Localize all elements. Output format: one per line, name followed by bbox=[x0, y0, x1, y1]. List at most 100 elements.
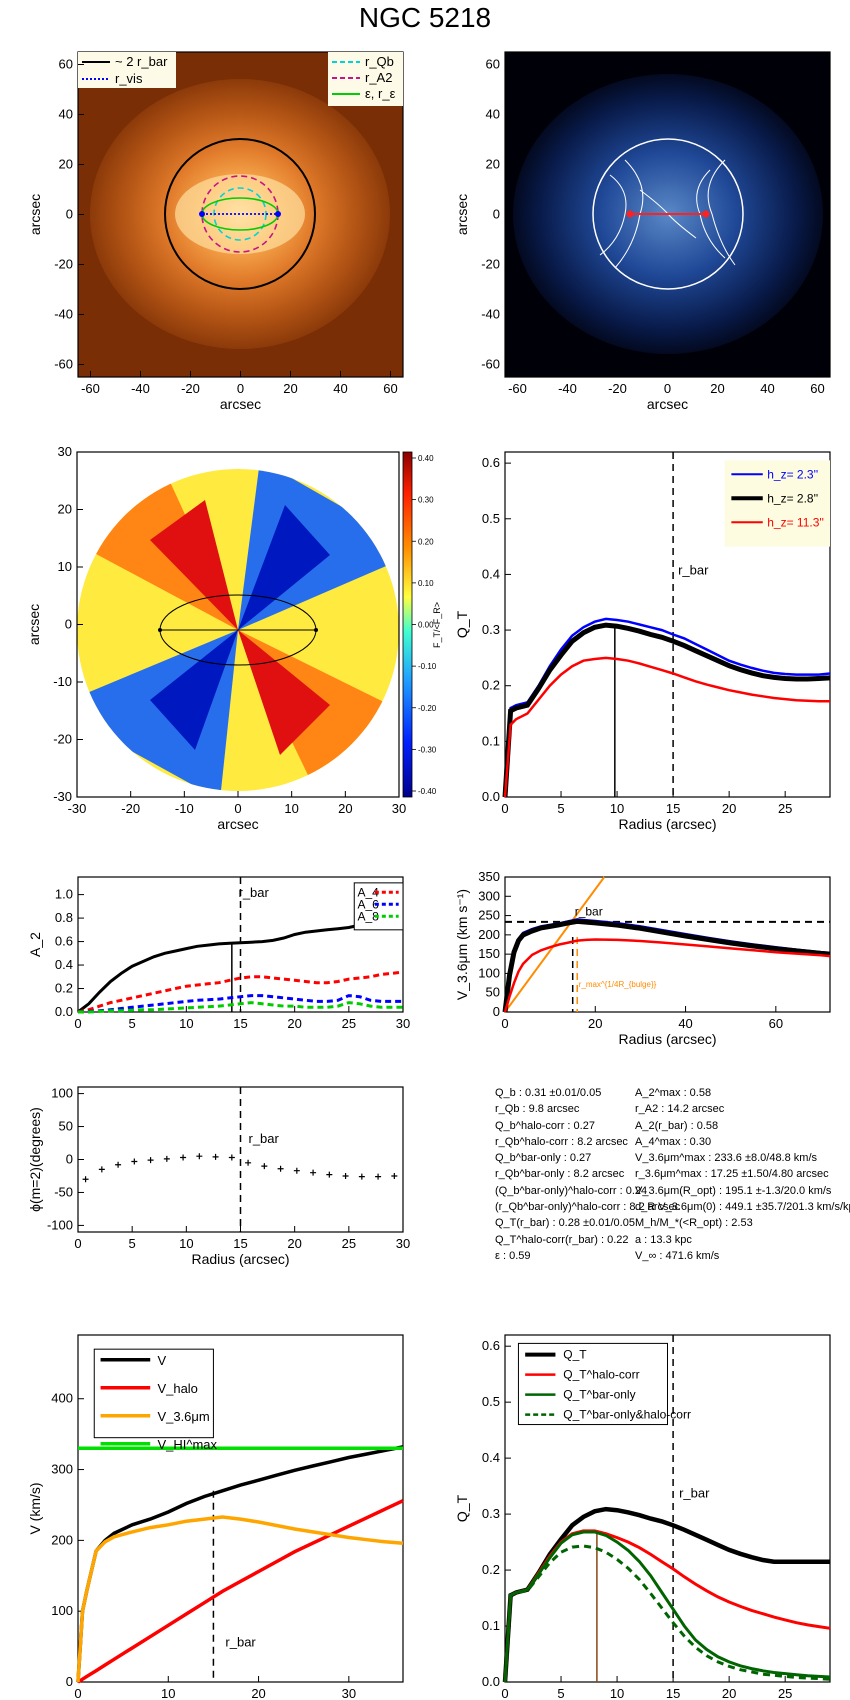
y-axis-label: A_2 bbox=[27, 932, 43, 957]
y-tick-label: -60 bbox=[481, 357, 500, 372]
series-line-q-t-bar-only-halo-corr bbox=[503, 1544, 831, 1683]
colorbar-tick-label: 0.20 bbox=[418, 537, 434, 546]
x-tick-label: 0 bbox=[501, 801, 508, 816]
x-tick-label: 60 bbox=[383, 381, 397, 396]
colorbar-tick-label: 0.40 bbox=[418, 454, 434, 463]
colorbar-tick-label: -0.30 bbox=[418, 745, 437, 754]
x-tick-label: 15 bbox=[666, 801, 680, 816]
colorbar-tick-label: -0.20 bbox=[418, 704, 437, 713]
r-bar-label: r_bar bbox=[249, 1131, 280, 1146]
y-tick-label: 40 bbox=[486, 107, 500, 122]
y-tick-label: 0.1 bbox=[482, 1618, 500, 1633]
x-tick-label: 60 bbox=[810, 381, 824, 396]
y-axis-label: arcsec bbox=[26, 604, 42, 645]
data-point bbox=[391, 1172, 398, 1179]
data-point bbox=[310, 1169, 317, 1176]
series-line-h-z-2-3- bbox=[503, 617, 831, 798]
galaxy-image-axes: -60 -40 -20 0 20 40 60 -60 -40 -20 0 20 40 60 arcsec ar… bbox=[27, 57, 398, 413]
data-point bbox=[358, 1173, 365, 1180]
x-tick-label: 30 bbox=[396, 1236, 410, 1251]
y-tick-label: 200 bbox=[478, 927, 500, 942]
colorbar bbox=[402, 451, 413, 798]
series-line-h-z-11-3- bbox=[503, 938, 831, 1013]
force-core-ur bbox=[238, 505, 330, 630]
a2-legend: A_4A_6A_8 bbox=[353, 882, 404, 931]
y-tick-label: 0.6 bbox=[482, 1338, 500, 1353]
y-tick-label: 0.4 bbox=[55, 957, 73, 972]
x-tick-label: -20 bbox=[181, 381, 200, 396]
x-tick-label: 0 bbox=[664, 381, 671, 396]
parameter-column-left: Q_b : 0.31 ±0.01/0.05 r_Qb : 9.8 arcsec … bbox=[495, 1085, 680, 1264]
y-tick-label: 0 bbox=[65, 617, 72, 632]
param-row: Q_b^halo-corr : 0.27 bbox=[495, 1119, 595, 1132]
legend-left-box bbox=[78, 52, 176, 88]
parameter-column-right: A_2^max : 0.58 r_A2 : 14.2 arcsec A_2(r_… bbox=[635, 1085, 850, 1264]
y-tick-label: 0.0 bbox=[55, 1004, 73, 1019]
y-tick-label: -20 bbox=[481, 257, 500, 272]
data-point bbox=[228, 1154, 235, 1161]
legend-label: V_halo bbox=[157, 1381, 197, 1396]
y-tick-label: 0 bbox=[66, 1152, 73, 1167]
data-point bbox=[293, 1167, 300, 1174]
y-tick-label: -40 bbox=[54, 307, 73, 322]
parameter-table: Q_b : 0.31 ±0.01/0.05 r_Qb : 9.8 arcsec … bbox=[495, 1085, 850, 1262]
y-tick-label: 0.6 bbox=[482, 455, 500, 470]
x-tick-label: 5 bbox=[557, 1686, 564, 1700]
x-tick-label: 0 bbox=[501, 1686, 508, 1700]
param-row: (Q_b^bar-only)^halo-corr : 0.24 bbox=[495, 1184, 648, 1197]
bar-end-right bbox=[275, 211, 281, 217]
legend-label: h_z= 2.3'' bbox=[767, 467, 818, 481]
param-row: r_Qb : 9.8 arcsec bbox=[495, 1103, 580, 1116]
y-tick-label: 0.4 bbox=[482, 566, 500, 581]
residual-bar-end-right bbox=[702, 210, 710, 218]
y-tick-label: 0.2 bbox=[55, 981, 73, 996]
data-point bbox=[212, 1153, 219, 1160]
x-tick-label: 10 bbox=[610, 1686, 624, 1700]
galaxy-residual-axes: -60 -40 -20 0 20 40 60 -60 -40 -20 0 20 40 60 arcsec ar… bbox=[454, 57, 825, 413]
y-tick-label: 20 bbox=[59, 157, 73, 172]
param-row: r_Qb^halo-corr : 8.2 arcsec bbox=[495, 1135, 628, 1148]
x-axis-label: Radius (arcsec) bbox=[618, 1031, 716, 1047]
colorbar-tick-label: -0.10 bbox=[418, 662, 437, 671]
data-point bbox=[82, 1176, 89, 1183]
y-tick-label: 20 bbox=[58, 502, 72, 517]
param-row: V_3.6μm^max : 233.6 ±8.0/48.8 km/s bbox=[635, 1152, 818, 1165]
param-row: r_Qb^bar-only : 8.2 arcsec bbox=[495, 1168, 625, 1181]
y-tick-label: 0 bbox=[493, 1004, 500, 1019]
x-tick-label: 15 bbox=[233, 1236, 247, 1251]
force-core-ul bbox=[150, 500, 238, 630]
colorbar-tick-label: 0.30 bbox=[418, 496, 434, 505]
x-tick-label: 10 bbox=[161, 1686, 175, 1700]
y-tick-label: 200 bbox=[51, 1532, 73, 1547]
y-tick-label: 50 bbox=[59, 1119, 73, 1134]
x-tick-label: 20 bbox=[722, 1686, 736, 1700]
y-axis-label: Q_T bbox=[454, 610, 470, 638]
y-tick-label: 100 bbox=[478, 965, 500, 980]
x-axis-label: Radius (arcsec) bbox=[191, 1251, 289, 1267]
param-row: V_3.6μm(R_opt) : 195.1 ±-1.3/20.0 km/s bbox=[635, 1184, 832, 1197]
y-tick-label: 60 bbox=[486, 57, 500, 72]
data-point bbox=[342, 1172, 349, 1179]
series-line-h-z-2-8- bbox=[502, 622, 831, 798]
x-tick-label: 0 bbox=[237, 381, 244, 396]
x-tick-label: 15 bbox=[233, 1016, 247, 1031]
param-row: (r_Qb^bar-only)^halo-corr : 8.2 arcsec bbox=[495, 1201, 681, 1214]
y-tick-label: -30 bbox=[53, 789, 72, 804]
y-tick-label: 0.4 bbox=[482, 1450, 500, 1465]
circle-2rbar bbox=[164, 138, 316, 290]
inner-slope-line bbox=[504, 876, 606, 1013]
legend-label: h_z= 11.3'' bbox=[767, 515, 824, 529]
y-tick-label: 0.3 bbox=[482, 622, 500, 637]
param-row: V_∞ : 471.6 km/s bbox=[635, 1249, 720, 1262]
y-tick-label: 0.2 bbox=[482, 678, 500, 693]
legend-label: V_HI^max bbox=[157, 1437, 217, 1452]
y-axis-label: arcsec bbox=[454, 194, 470, 235]
legend-ra2-label: r_A2 bbox=[365, 70, 392, 85]
x-tick-label: 40 bbox=[678, 1016, 692, 1031]
x-tick-label: -60 bbox=[81, 381, 100, 396]
x-tick-label: -60 bbox=[508, 381, 527, 396]
r-bar-label: r_bar bbox=[225, 1635, 256, 1650]
y-tick-label: 0 bbox=[493, 207, 500, 222]
data-point bbox=[180, 1154, 187, 1161]
